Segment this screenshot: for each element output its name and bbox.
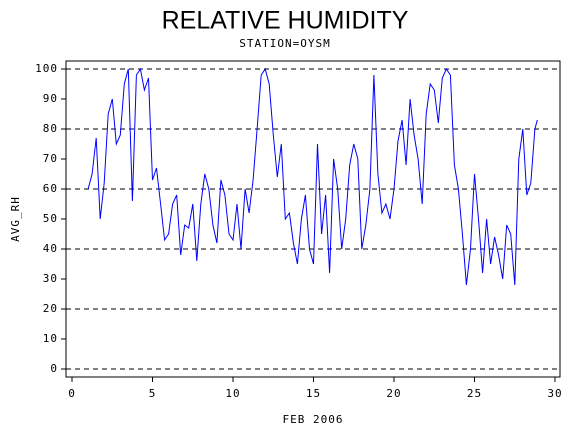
y-tick-label: 90 — [43, 92, 58, 105]
x-tick-label: 0 — [68, 387, 76, 400]
x-tick-label: 25 — [467, 387, 482, 400]
plot-frame — [65, 60, 561, 378]
x-tick-label: 20 — [386, 387, 401, 400]
x-tick-label: 30 — [547, 387, 562, 400]
x-axis-label: FEB 2006 — [283, 413, 344, 426]
y-tick-label: 70 — [43, 152, 58, 165]
y-tick-label: 40 — [43, 242, 58, 255]
y-tick-label: 0 — [50, 362, 58, 375]
data-line — [87, 67, 538, 286]
y-tick-label: 80 — [43, 122, 58, 135]
chart-subtitle: STATION=OYSM — [239, 37, 330, 50]
x-tick-label: 10 — [225, 387, 240, 400]
x-tick-label: 5 — [149, 387, 157, 400]
y-tick-label: 20 — [43, 302, 58, 315]
y-tick-label: 10 — [43, 332, 58, 345]
y-tick-label: 60 — [43, 182, 58, 195]
y-tick-label: 100 — [35, 62, 58, 75]
y-tick-label: 30 — [43, 272, 58, 285]
y-tick-label: 50 — [43, 212, 58, 225]
chart-title: RELATIVE HUMIDITY — [162, 7, 409, 35]
x-tick-label: 15 — [306, 387, 321, 400]
y-axis-label: AVG_RH — [9, 196, 22, 242]
